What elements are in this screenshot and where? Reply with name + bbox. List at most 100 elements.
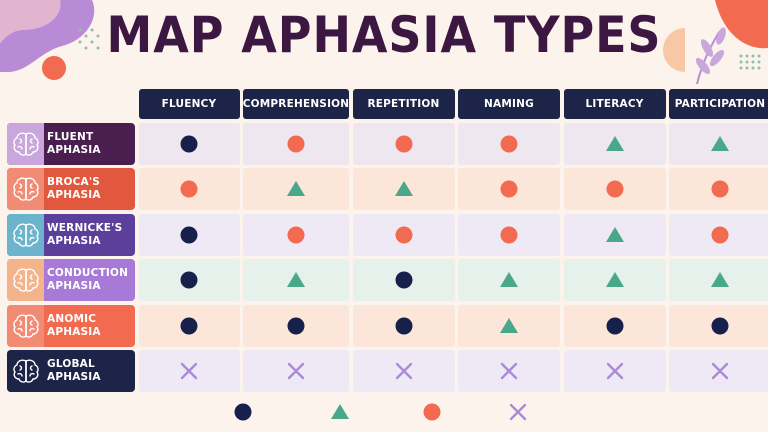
orange-circle-icon	[394, 134, 414, 154]
matrix-cell	[458, 168, 560, 210]
navy-dot-icon	[394, 270, 414, 290]
matrix-cell	[243, 213, 349, 256]
matrix-cell	[458, 259, 560, 301]
row-label-line1: BROCA'S	[47, 176, 101, 188]
matrix-cell	[138, 350, 240, 392]
row-label-text: BROCA'S APHASIA	[44, 176, 101, 202]
matrix-cell	[563, 259, 666, 301]
matrix-cell	[138, 168, 240, 210]
navy-dot-icon	[179, 225, 199, 245]
green-triangle-icon	[710, 134, 730, 154]
matrix-cell	[458, 213, 560, 256]
matrix-cell	[352, 213, 455, 256]
matrix-cell	[243, 304, 349, 347]
row-label-line2: APHASIA	[47, 234, 101, 247]
green-triangle-icon	[286, 270, 306, 290]
row-label-text: CONDUCTION APHASIA	[44, 267, 128, 293]
matrix-cell	[243, 168, 349, 210]
navy-dot-icon	[179, 316, 199, 336]
brain-icon	[7, 304, 44, 347]
matrix-cell	[458, 122, 560, 165]
aphasia-matrix: FLUENCY COMPREHENSION REPETITION NAMING …	[7, 89, 768, 392]
row-label-line2: APHASIA	[47, 189, 101, 201]
matrix-cell	[669, 304, 768, 347]
matrix-cell	[563, 168, 666, 210]
purple-cross-icon	[394, 361, 414, 381]
row-label-text: WERNICKE'S APHASIA	[44, 222, 122, 248]
navy-dot-icon	[605, 316, 625, 336]
matrix-cell	[243, 350, 349, 392]
brain-icon	[7, 122, 44, 165]
top-left-blob-decoration	[0, 0, 100, 80]
brain-icon	[7, 350, 44, 392]
orange-circle-icon	[286, 134, 306, 154]
navy-dot-icon	[179, 134, 199, 154]
matrix-cell	[138, 213, 240, 256]
navy-dot-icon	[179, 270, 199, 290]
green-triangle-icon	[499, 270, 519, 290]
purple-cross-icon	[179, 361, 199, 381]
purple-cross-icon	[710, 361, 730, 381]
column-header-literacy: LITERACY	[563, 89, 666, 119]
orange-circle-icon	[499, 134, 519, 154]
matrix-cell	[243, 122, 349, 165]
green-triangle-icon	[605, 270, 625, 290]
purple-cross-icon	[499, 361, 519, 381]
orange-circle-icon	[179, 179, 199, 199]
green-triangle-icon	[286, 179, 306, 199]
matrix-cell	[563, 304, 666, 347]
row-label-line2: APHASIA	[47, 325, 101, 338]
orange-circle-icon	[499, 179, 519, 199]
matrix-cell	[352, 304, 455, 347]
row-label-line1: CONDUCTION	[47, 267, 129, 279]
legend	[0, 398, 768, 424]
matrix-cell	[243, 259, 349, 301]
matrix-cell	[669, 213, 768, 256]
green-triangle-icon	[394, 179, 414, 199]
row-label-fluent: FLUENT APHASIA	[7, 122, 135, 165]
orange-circle-icon	[394, 225, 414, 245]
green-triangle-icon	[605, 134, 625, 154]
green-triangle-icon	[605, 225, 625, 245]
navy-dot-icon	[394, 316, 414, 336]
row-label-line1: FLUENT	[47, 130, 94, 143]
row-label-conduction: CONDUCTION APHASIA	[7, 259, 135, 301]
row-label-line1: ANOMIC	[47, 312, 97, 325]
row-label-brocas: BROCA'S APHASIA	[7, 168, 135, 210]
row-label-line2: APHASIA	[47, 280, 101, 292]
matrix-corner	[7, 89, 135, 119]
matrix-cell	[138, 304, 240, 347]
legend-purple-cross-icon	[508, 402, 528, 422]
matrix-cell	[138, 259, 240, 301]
orange-circle-icon	[605, 179, 625, 199]
orange-circle-icon	[286, 225, 306, 245]
matrix-cell	[669, 350, 768, 392]
matrix-cell	[563, 213, 666, 256]
green-triangle-icon	[499, 316, 519, 336]
top-right-decoration	[663, 0, 768, 85]
row-label-global: GLOBAL APHASIA	[7, 350, 135, 392]
orange-circle-icon	[710, 179, 730, 199]
matrix-cell	[138, 122, 240, 165]
row-label-text: GLOBAL APHASIA	[44, 358, 101, 384]
purple-cross-icon	[605, 361, 625, 381]
column-header-comprehension: COMPREHENSION	[243, 89, 349, 119]
column-header-participation: PARTICIPATION	[669, 89, 768, 119]
navy-dot-icon	[286, 316, 306, 336]
matrix-cell	[352, 122, 455, 165]
row-label-wernickes: WERNICKE'S APHASIA	[7, 213, 135, 256]
matrix-cell	[458, 350, 560, 392]
row-label-line1: GLOBAL	[47, 358, 95, 370]
orange-circle-icon	[710, 225, 730, 245]
column-header-fluency: FLUENCY	[138, 89, 240, 119]
brain-icon	[7, 259, 44, 301]
column-header-repetition: REPETITION	[352, 89, 455, 119]
column-header-naming: NAMING	[458, 89, 560, 119]
matrix-cell	[563, 350, 666, 392]
row-label-line2: APHASIA	[47, 371, 101, 383]
matrix-cell	[669, 259, 768, 301]
page-title: MAP APHASIA TYPES	[106, 6, 662, 64]
matrix-cell	[563, 122, 666, 165]
legend-orange-circle-icon	[422, 402, 442, 422]
row-label-line2: APHASIA	[47, 143, 101, 156]
